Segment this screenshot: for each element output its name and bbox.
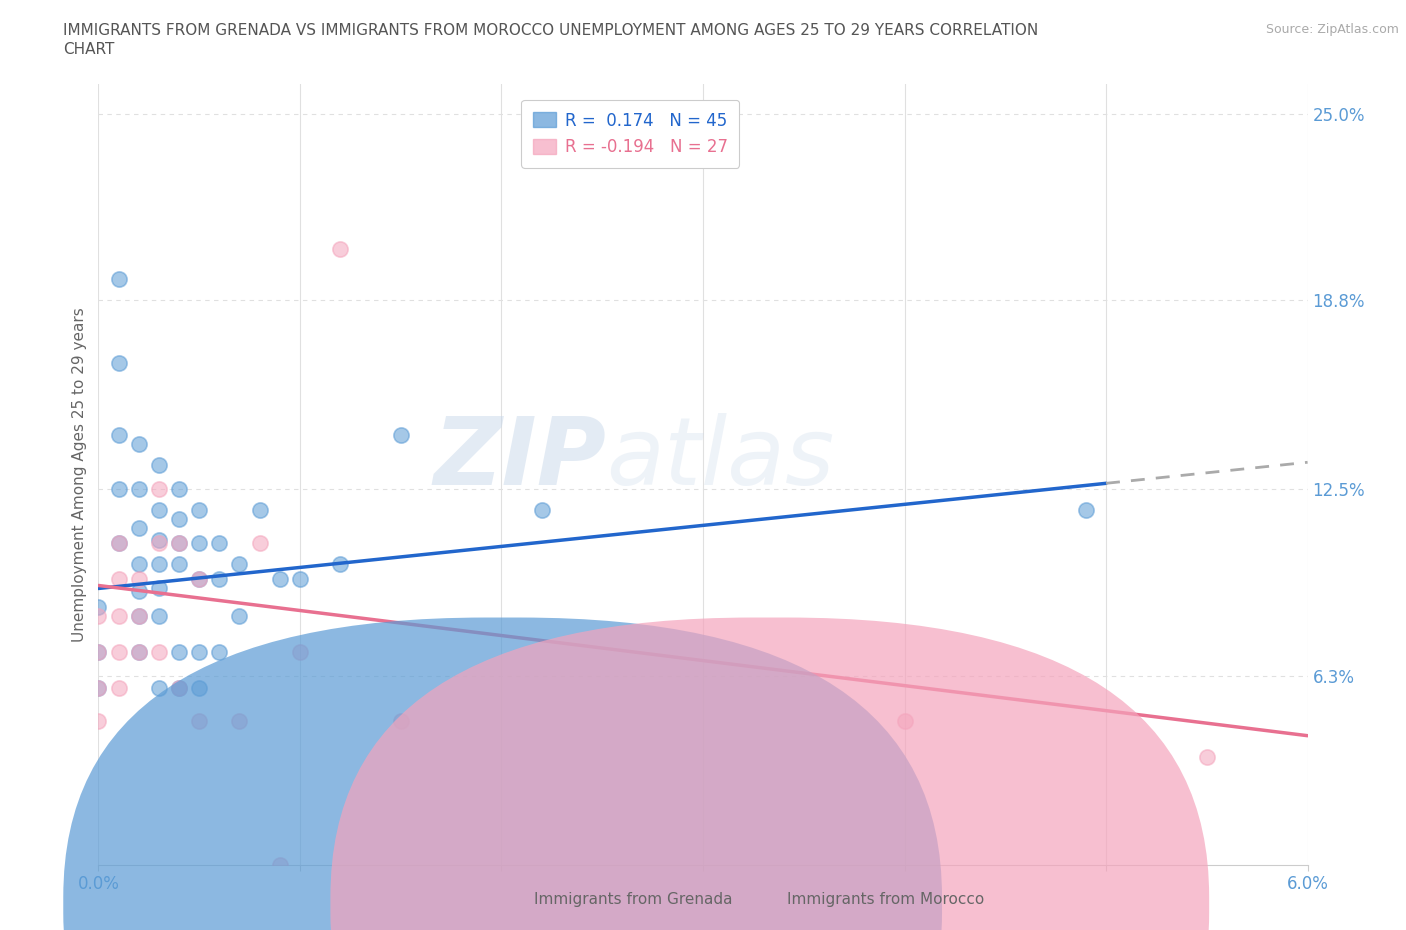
Point — [167, 536, 190, 551]
Text: Immigrants from Grenada: Immigrants from Grenada — [534, 892, 733, 907]
Point — [87, 713, 110, 728]
Point — [188, 536, 211, 551]
Point — [249, 503, 271, 518]
Point — [148, 608, 170, 623]
Point — [228, 557, 250, 572]
Point — [167, 557, 190, 572]
Point — [208, 572, 231, 587]
Point — [249, 536, 271, 551]
Point — [288, 572, 311, 587]
Point — [893, 713, 915, 728]
Point — [167, 680, 190, 695]
Point — [167, 482, 190, 497]
Point — [107, 536, 129, 551]
Point — [87, 644, 110, 659]
Point — [208, 644, 231, 659]
Point — [167, 512, 190, 526]
Text: atlas: atlas — [606, 413, 835, 504]
Point — [228, 713, 250, 728]
Point — [530, 503, 553, 518]
Point — [87, 599, 110, 614]
Point — [128, 644, 150, 659]
Point — [167, 680, 190, 695]
Point — [87, 644, 110, 659]
Point — [148, 581, 170, 596]
Point — [107, 355, 129, 370]
Point — [228, 608, 250, 623]
Point — [128, 437, 150, 452]
Point — [1195, 750, 1218, 764]
Point — [167, 644, 190, 659]
Point — [128, 557, 150, 572]
Point — [87, 680, 110, 695]
Y-axis label: Unemployment Among Ages 25 to 29 years: Unemployment Among Ages 25 to 29 years — [72, 307, 87, 642]
Point — [128, 608, 150, 623]
Point — [329, 557, 352, 572]
Text: Immigrants from Morocco: Immigrants from Morocco — [787, 892, 984, 907]
Point — [107, 536, 129, 551]
Point — [128, 572, 150, 587]
Point — [148, 644, 170, 659]
Point — [148, 557, 170, 572]
Point — [188, 572, 211, 587]
Point — [148, 680, 170, 695]
Point — [188, 572, 211, 587]
Point — [148, 536, 170, 551]
Point — [148, 533, 170, 548]
Point — [107, 482, 129, 497]
Point — [128, 482, 150, 497]
Point — [128, 608, 150, 623]
Point — [389, 428, 412, 443]
Point — [188, 713, 211, 728]
Point — [269, 857, 291, 872]
Point — [128, 644, 150, 659]
Point — [87, 608, 110, 623]
Point — [87, 680, 110, 695]
Legend: R =  0.174   N = 45, R = -0.194   N = 27: R = 0.174 N = 45, R = -0.194 N = 27 — [522, 100, 740, 167]
Point — [107, 644, 129, 659]
Point — [148, 458, 170, 472]
Point — [107, 680, 129, 695]
Point — [188, 644, 211, 659]
Point — [1074, 503, 1097, 518]
Point — [107, 272, 129, 286]
Text: ZIP: ZIP — [433, 413, 606, 505]
Point — [288, 644, 311, 659]
Point — [167, 536, 190, 551]
Point — [329, 242, 352, 257]
Point — [128, 584, 150, 599]
Point — [188, 680, 211, 695]
Point — [128, 521, 150, 536]
Point — [148, 503, 170, 518]
Text: Source: ZipAtlas.com: Source: ZipAtlas.com — [1265, 23, 1399, 36]
Point — [208, 536, 231, 551]
Point — [389, 713, 412, 728]
Text: CHART: CHART — [63, 42, 115, 57]
Point — [107, 608, 129, 623]
Point — [148, 482, 170, 497]
Point — [188, 503, 211, 518]
Point — [107, 428, 129, 443]
Text: IMMIGRANTS FROM GRENADA VS IMMIGRANTS FROM MOROCCO UNEMPLOYMENT AMONG AGES 25 TO: IMMIGRANTS FROM GRENADA VS IMMIGRANTS FR… — [63, 23, 1039, 38]
Point — [107, 572, 129, 587]
Point — [269, 572, 291, 587]
